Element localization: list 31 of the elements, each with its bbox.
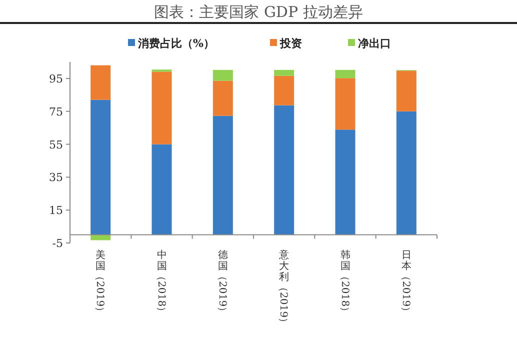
x-tick-label: 美国（2019） xyxy=(94,249,106,317)
x-tick-label: 韩国（2018） xyxy=(338,249,350,317)
y-tick-label: 35 xyxy=(49,171,63,184)
bar xyxy=(396,111,416,235)
legend-label: 消费占比（%） xyxy=(137,37,214,50)
y-tick-label: 15 xyxy=(49,204,63,218)
bar xyxy=(335,70,356,78)
bar xyxy=(396,70,416,112)
bar xyxy=(212,80,233,116)
bar xyxy=(274,70,294,76)
y-tick-label: 95 xyxy=(49,72,63,86)
x-tick-label: 中国（2018） xyxy=(155,249,167,317)
chart-title: 图表：主要国家 GDP 拉动差异 xyxy=(154,3,363,21)
bar xyxy=(212,70,233,81)
bar xyxy=(90,100,111,235)
bar xyxy=(335,78,356,130)
bar xyxy=(152,144,172,235)
bar xyxy=(335,130,356,235)
bar xyxy=(90,65,111,100)
legend-label: 投资 xyxy=(279,37,302,50)
bar xyxy=(152,72,172,144)
bar xyxy=(274,105,294,235)
x-tick-label: 日本（2019） xyxy=(400,250,412,317)
y-tick-label: 75 xyxy=(49,105,63,118)
bar xyxy=(274,76,294,106)
y-tick-label: -5 xyxy=(52,237,63,250)
legend-label: 净出口 xyxy=(358,37,391,50)
bar xyxy=(212,116,233,235)
x-tick-label: 德国（2019） xyxy=(216,250,228,317)
category-label: 意大利（2019） xyxy=(278,250,290,328)
y-tick-label: 55 xyxy=(49,138,63,152)
